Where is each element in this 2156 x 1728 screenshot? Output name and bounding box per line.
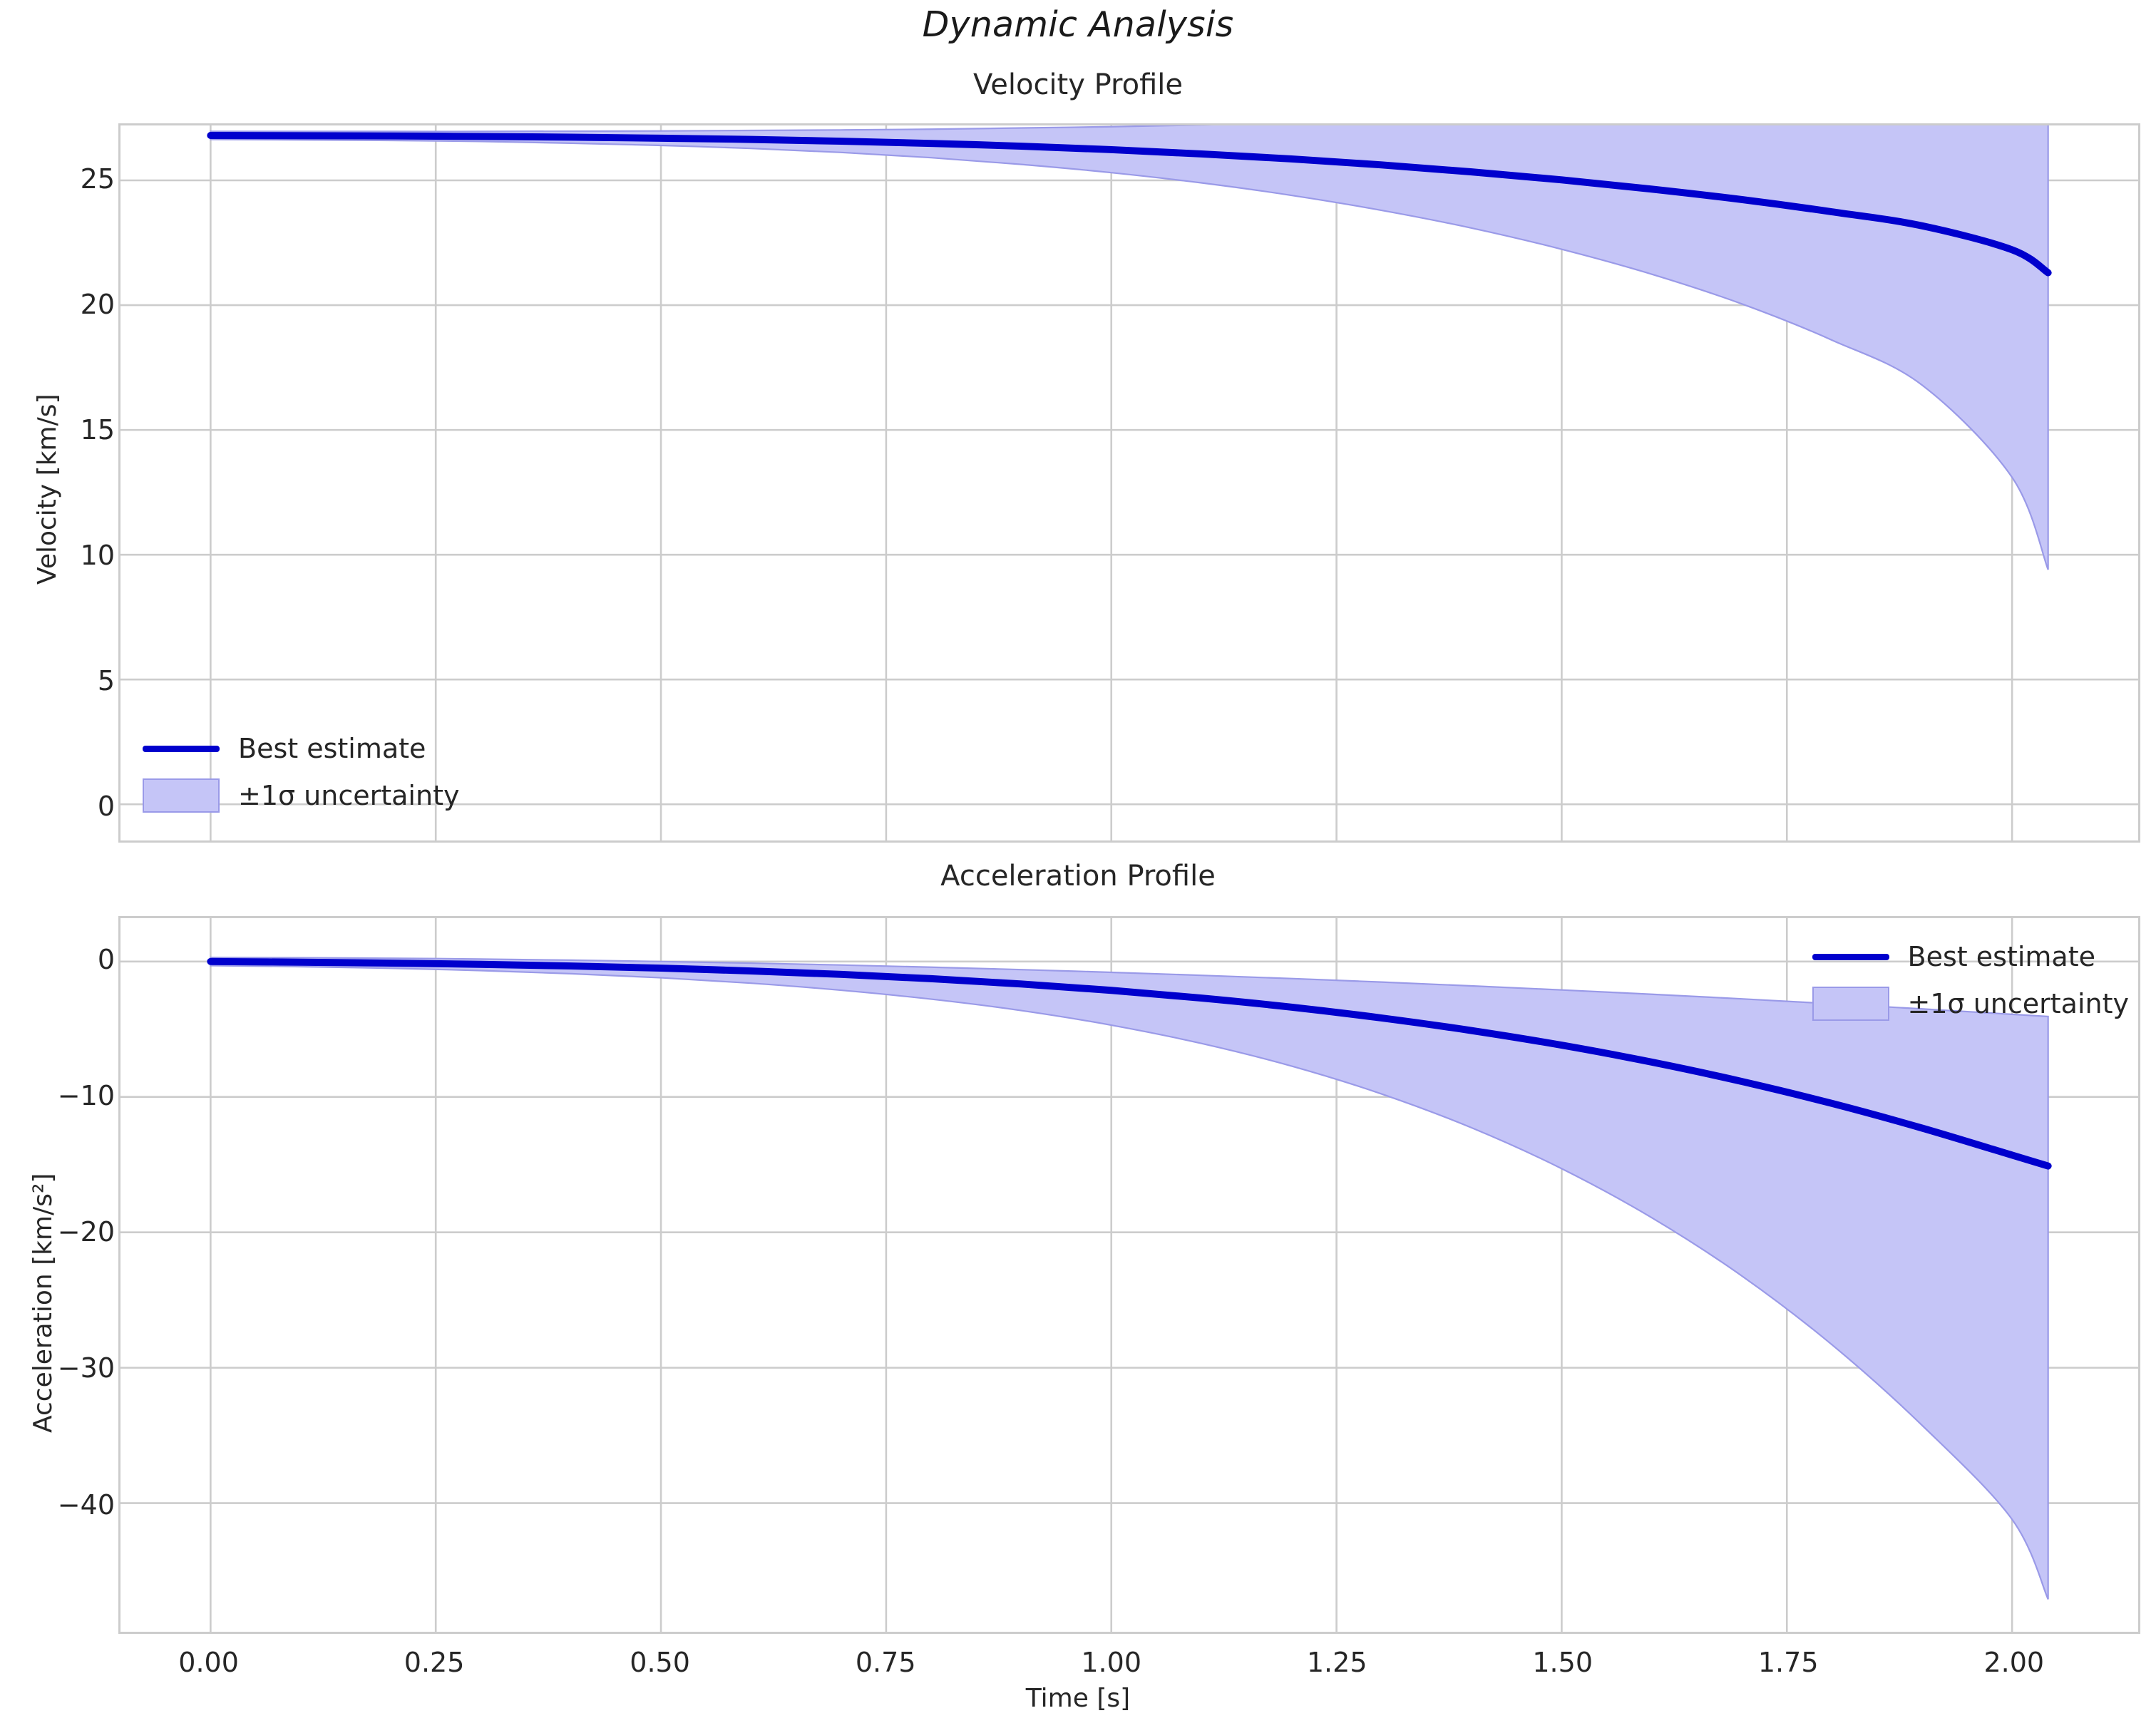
x-tick-label: 1.25	[1306, 1647, 1367, 1678]
acceleration-best-estimate-line	[207, 957, 2052, 1170]
acceleration-legend-band-label: ±1σ uncertainty	[1907, 988, 2129, 1019]
y-tick-label: 0	[97, 790, 115, 822]
y-tick-label: −10	[57, 1080, 115, 1112]
x-tick-label: 0.50	[630, 1647, 690, 1678]
line-swatch-icon	[143, 745, 220, 752]
x-tick-label: 0.25	[404, 1647, 465, 1678]
velocity-legend-band-label: ±1σ uncertainty	[238, 780, 460, 811]
x-tick-label: 1.75	[1757, 1647, 1819, 1678]
acceleration-legend-line-entry: Best estimate	[1812, 941, 2095, 972]
acceleration-plot-svg	[120, 918, 2138, 1632]
band-swatch-icon	[143, 778, 220, 813]
x-tick-label: 0.75	[855, 1647, 916, 1678]
acceleration-panel-title: Acceleration Profile	[940, 860, 1216, 893]
acceleration-y-tick-labels: 0 −10 −20 −30 −40	[11, 0, 115, 1728]
velocity-y-tick-labels: 0 5 10 15 20 25	[11, 0, 115, 1728]
y-tick-label: 5	[97, 664, 115, 696]
velocity-legend-band-entry: ±1σ uncertainty	[143, 778, 459, 813]
y-tick-label: −20	[57, 1216, 115, 1248]
x-tick-label: 1.50	[1532, 1647, 1593, 1678]
acceleration-legend: Best estimate ±1σ uncertainty	[1812, 941, 2129, 1021]
y-tick-label: 25	[80, 163, 115, 195]
y-tick-label: −40	[57, 1488, 115, 1521]
y-tick-label: −30	[57, 1352, 115, 1384]
velocity-legend-line-label: Best estimate	[238, 733, 426, 764]
velocity-panel-title: Velocity Profile	[972, 68, 1183, 101]
velocity-legend: Best estimate ±1σ uncertainty	[143, 733, 459, 813]
line-swatch-icon	[1812, 953, 1889, 960]
y-tick-label: 0	[97, 944, 115, 976]
x-tick-label: 1.00	[1081, 1647, 1141, 1678]
x-tick-label: 2.00	[1983, 1647, 2045, 1678]
y-tick-label: 20	[80, 288, 115, 320]
y-tick-label: 10	[80, 539, 115, 571]
acceleration-legend-line-label: Best estimate	[1907, 941, 2095, 972]
velocity-best-estimate-line	[207, 132, 2052, 277]
velocity-plot-svg	[120, 125, 2138, 840]
x-axis-label: Time [s]	[1025, 1684, 1131, 1713]
velocity-plot-area	[118, 123, 2140, 843]
velocity-legend-line-entry: Best estimate	[143, 733, 426, 764]
y-tick-label: 15	[80, 413, 115, 446]
acceleration-uncertainty-band	[210, 956, 2049, 1600]
x-tick-label: 0.00	[178, 1647, 239, 1678]
acceleration-legend-band-entry: ±1σ uncertainty	[1812, 987, 2129, 1021]
figure-suptitle: Dynamic Analysis	[922, 4, 1234, 45]
band-swatch-icon	[1812, 987, 1889, 1021]
velocity-uncertainty-band	[210, 125, 2049, 570]
acceleration-plot-area	[118, 916, 2140, 1634]
